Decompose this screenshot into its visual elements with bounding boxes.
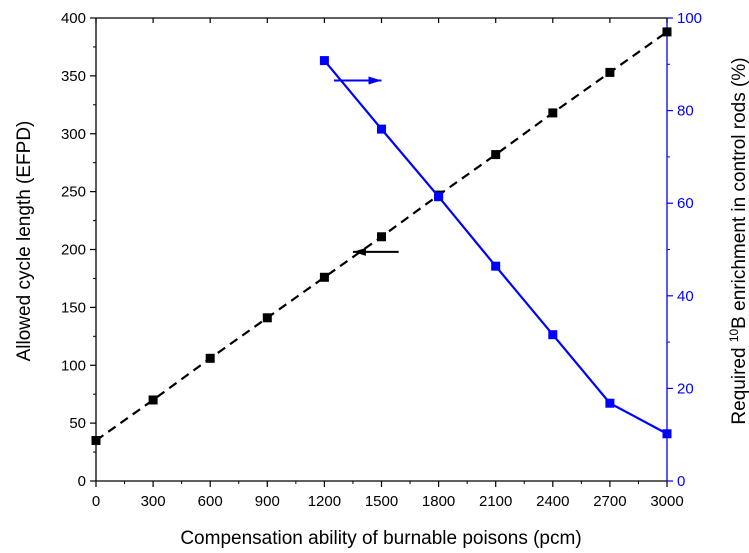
marker-cycle-length <box>662 27 672 37</box>
y-right-tick-label: 40 <box>677 288 694 305</box>
x-tick-label: 2100 <box>479 493 512 510</box>
y-left-tick-label: 400 <box>61 10 86 27</box>
y-left-tick-label: 100 <box>61 357 86 374</box>
y-right-tick-label: 20 <box>677 380 694 397</box>
marker-cycle-length <box>205 353 215 363</box>
marker-cycle-length <box>548 108 558 118</box>
y-left-tick-label: 200 <box>61 242 86 259</box>
y-right-tick-label: 100 <box>677 10 702 27</box>
y-left-tick-label: 50 <box>69 415 86 432</box>
x-tick-label: 0 <box>92 493 100 510</box>
x-tick-label: 900 <box>255 493 280 510</box>
y-right-tick-label: 80 <box>677 103 694 120</box>
marker-cycle-length <box>91 435 101 445</box>
plot-frame <box>95 17 668 482</box>
annotations <box>333 76 399 256</box>
x-tick-label: 3000 <box>650 493 683 510</box>
x-tick-label: 600 <box>198 493 223 510</box>
y-right-axis-title-superscript: 10 <box>727 329 741 343</box>
marker-cycle-length <box>262 313 272 323</box>
y-left-axis-ticks: 0 50 100 150 200 250 300 350 400 <box>61 10 96 490</box>
x-axis-ticks: 0 300 600 900 1200 1500 1800 2100 2400 2700 3000 <box>92 18 684 510</box>
y-left-tick-label: 0 <box>78 473 86 490</box>
y-right-tick-label: 0 <box>677 473 685 490</box>
x-tick-label: 2400 <box>536 493 569 510</box>
marker-b10-enrichment <box>377 124 386 134</box>
marker-b10-enrichment <box>491 261 501 271</box>
y-left-axis-title: Allowed cycle length (EFPD) <box>14 121 35 362</box>
x-tick-label: 300 <box>141 493 166 510</box>
y-right-tick-label: 60 <box>677 195 694 212</box>
marker-b10-enrichment <box>605 398 615 408</box>
marker-cycle-length <box>491 150 501 160</box>
y-left-tick-label: 300 <box>61 126 86 143</box>
series-line-b10-enrichment <box>323 59 668 435</box>
x-tick-label: 1800 <box>422 493 455 510</box>
x-tick-label: 2700 <box>593 493 626 510</box>
y-right-axis-title-suffix: B enrichment in control rods (%) <box>729 57 749 328</box>
y-right-axis-ticks: 0 20 40 60 80 100 <box>667 10 702 490</box>
series-cycle-length <box>91 27 672 445</box>
x-tick-label: 1500 <box>365 493 398 510</box>
arrow-head-right-axis <box>368 76 382 85</box>
marker-cycle-length <box>377 232 386 242</box>
arrow-head-left-axis <box>352 247 366 256</box>
marker-b10-enrichment <box>662 429 672 439</box>
series-b10-enrichment <box>319 56 672 439</box>
marker-b10-enrichment <box>319 56 329 66</box>
marker-b10-enrichment <box>434 192 444 202</box>
y-right-axis-title: Required 10B enrichment in control rods … <box>727 57 749 424</box>
marker-cycle-length <box>148 395 158 405</box>
y-left-tick-label: 150 <box>61 299 86 316</box>
marker-cycle-length <box>605 67 615 77</box>
y-right-axis-title-prefix: Required <box>729 342 749 424</box>
marker-cycle-length <box>319 272 329 282</box>
marker-b10-enrichment <box>548 330 558 340</box>
y-left-tick-label: 350 <box>61 68 86 85</box>
x-tick-label: 1200 <box>308 493 341 510</box>
y-left-tick-label: 250 <box>61 184 86 201</box>
x-axis-title: Compensation ability of burnable poisons… <box>180 528 581 549</box>
